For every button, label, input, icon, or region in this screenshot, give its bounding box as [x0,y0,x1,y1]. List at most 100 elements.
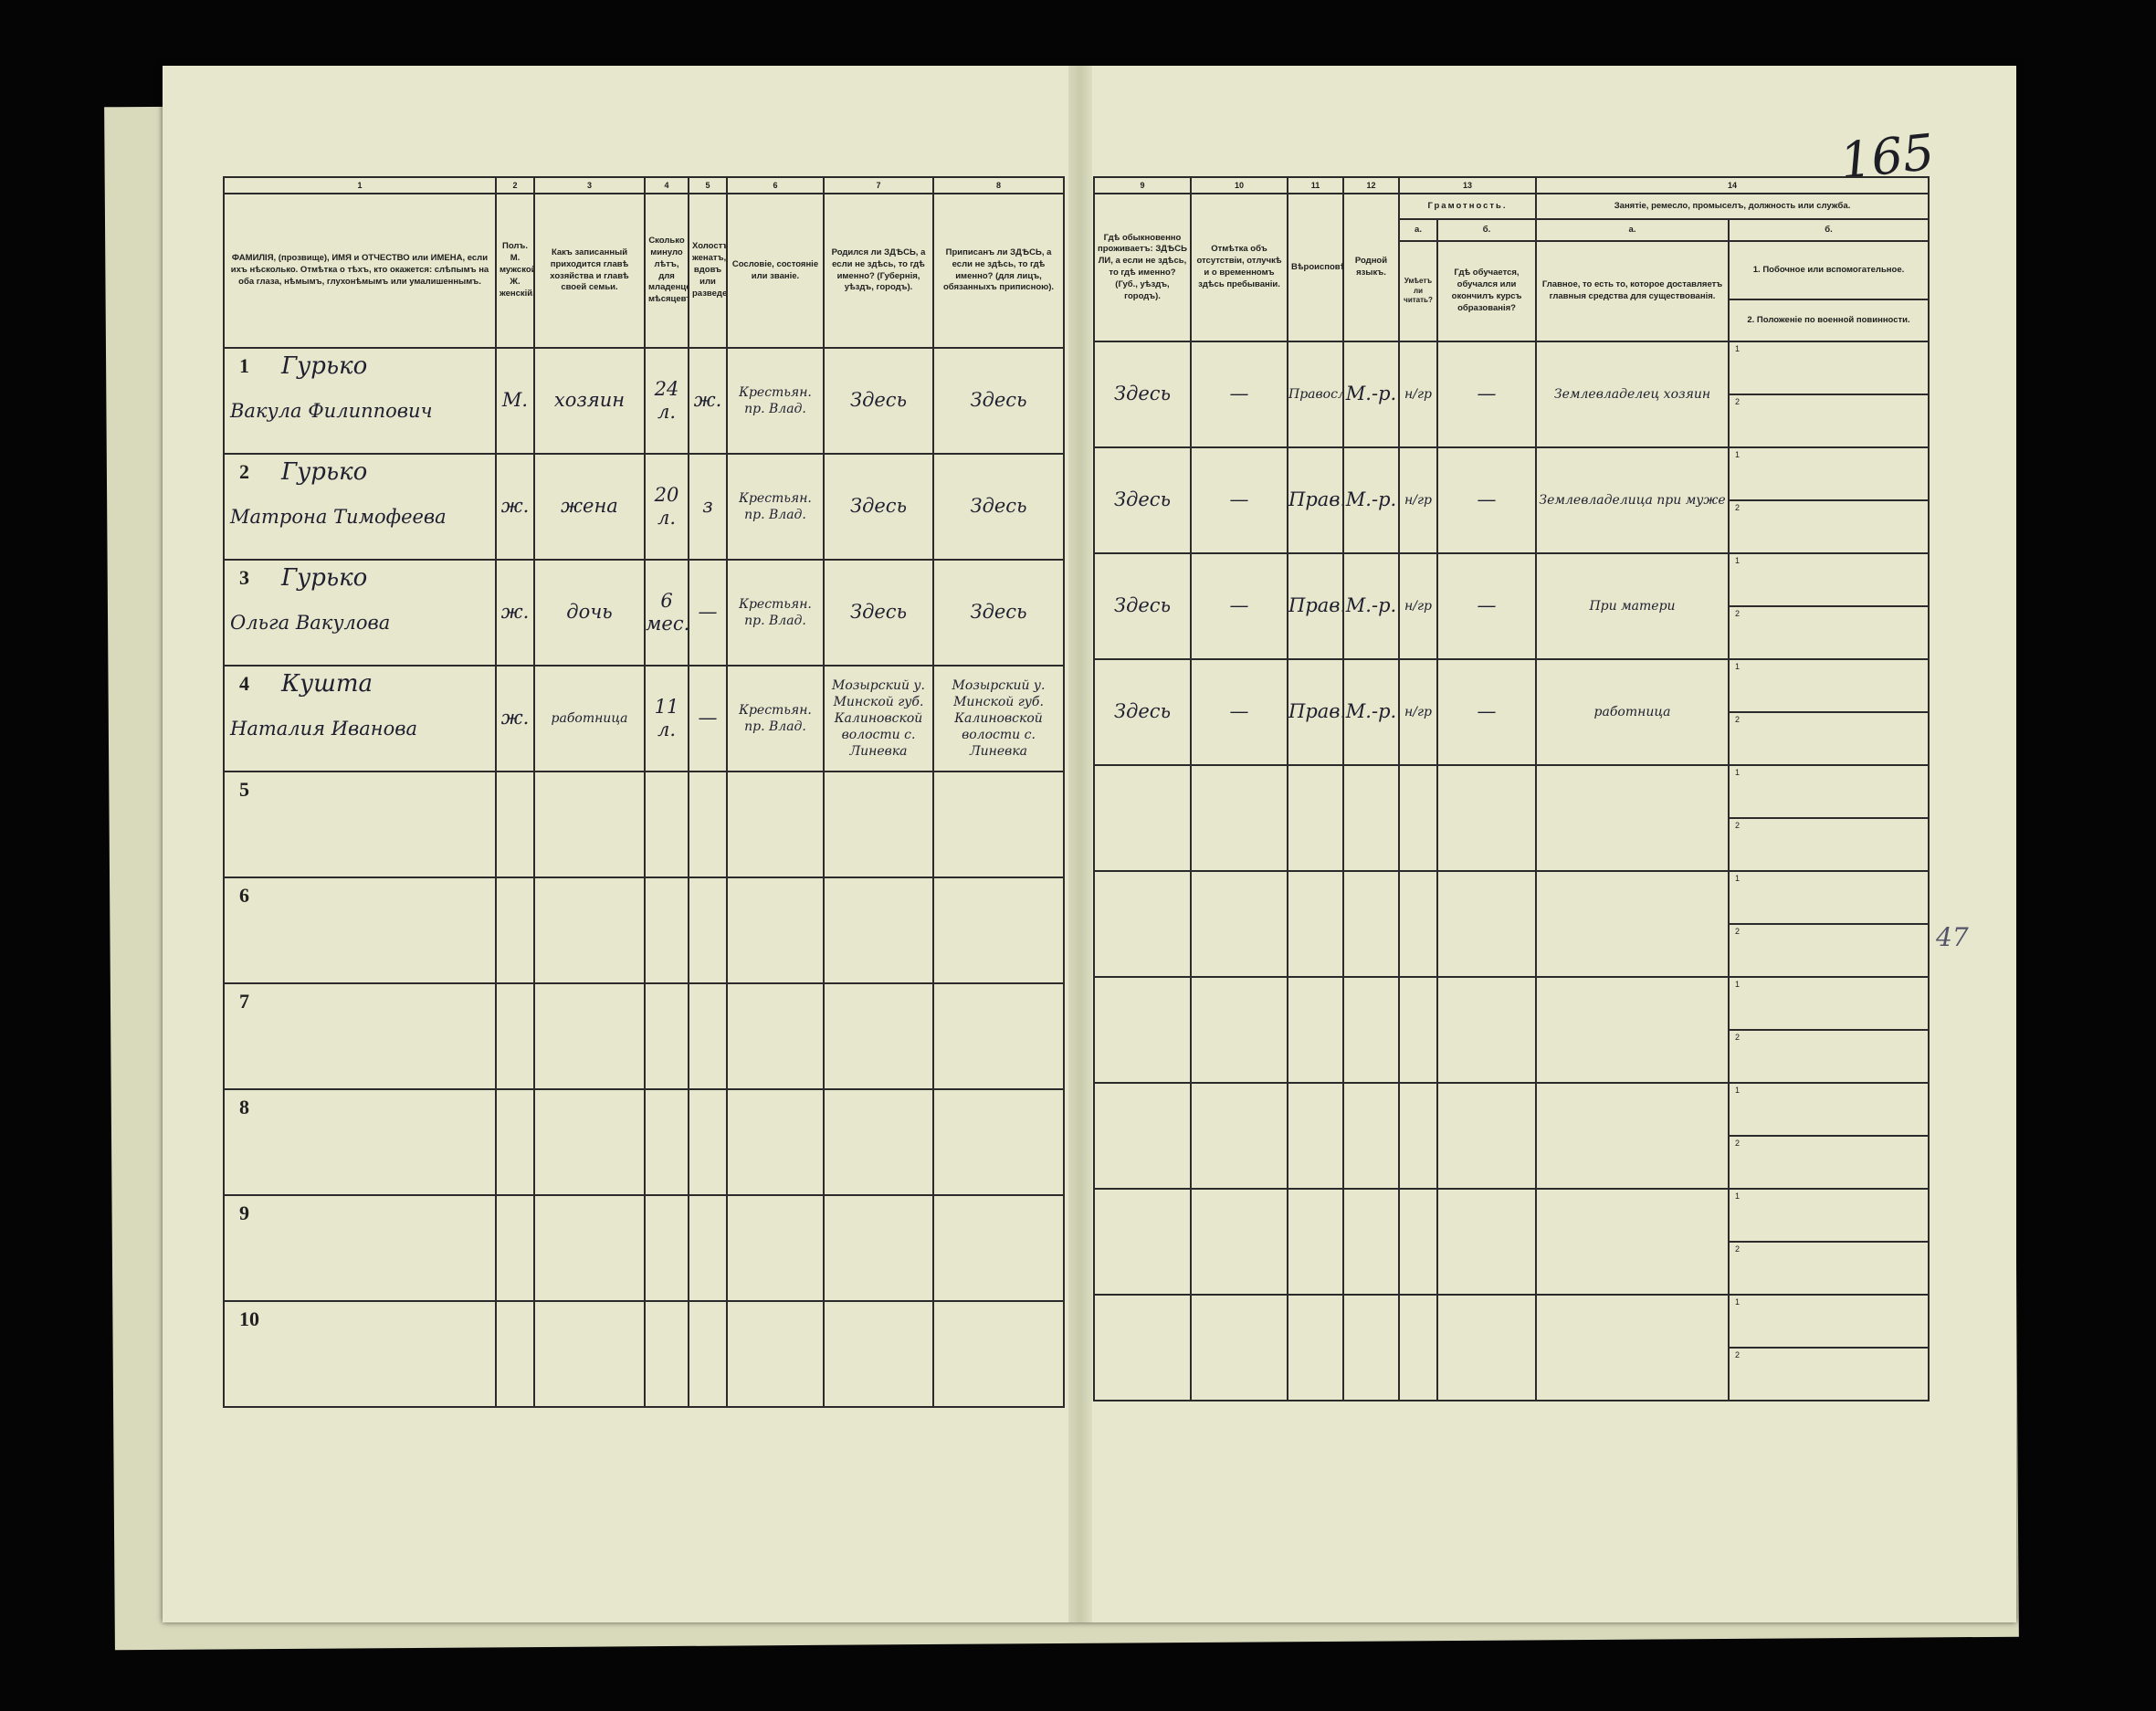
registered-place-cell [932,982,1065,1090]
table-row: 5 [223,771,1065,878]
given-name: Вакула Филиппович [230,400,433,422]
margin-note: 47 [1936,922,1969,952]
birthplace-cell [823,1088,934,1196]
literacy-school-header: Гдѣ обучается, обучался или окончилъ кур… [1436,240,1538,342]
absence-note-cell: — [1190,446,1288,554]
schooling-cell [1436,1082,1538,1190]
birthplace: Здесь [849,495,907,518]
column-header: Сословіе, состояніе или званіе. [726,193,825,349]
relation: работница [551,711,628,726]
sub-row: 2 [1730,713,1927,763]
estate-cell [726,876,825,984]
religion: Прав. [1288,700,1343,723]
column-header: Отмѣтка объ отсутствіи, отлучкѣ и о врем… [1190,193,1288,342]
age-cell: 20 л. [644,453,689,561]
registered-place: Здесь [970,495,1027,518]
schooling: — [1477,594,1497,617]
residence: Здесь [1113,594,1171,617]
marital-status-cell [688,876,728,984]
literacy-cell [1398,1188,1438,1296]
table-row: 9 [223,1194,1065,1302]
sex: ж. [500,707,530,730]
column-header: Полъ. М. мужской, Ж. женскій. [495,193,535,349]
schooling: — [1477,383,1497,405]
main-occupation-cell [1535,764,1730,872]
birthplace-cell [823,771,934,878]
sub-row-label: 2 [1735,503,1741,512]
marital-status: — [698,601,718,624]
column-number: 14 [1535,176,1930,194]
sub-row: 2 [1730,395,1927,446]
residence-cell: Здесь [1093,446,1192,554]
main-occupation: При матери [1589,599,1676,614]
marital-status-cell [688,1300,728,1408]
column-number: 4 [644,176,689,194]
main-occupation: работница [1593,705,1671,719]
religion-cell [1287,870,1344,978]
relation-cell [533,771,646,878]
main-occupation-cell [1535,1188,1730,1296]
column-header: Какъ записанный приходится главѣ хозяйст… [533,193,646,349]
estate-cell: Крестьян. пр. Влад. [726,347,825,455]
native-language-cell [1342,1294,1400,1401]
sex-cell [495,771,535,878]
sub-row: 2 [1730,925,1927,975]
estate-cell: Крестьян. пр. Влад. [726,453,825,561]
table-row: 4 Кушта Наталия Иванова ж. работница 11 л. — Кр… [223,665,1065,772]
main-occupation-cell [1535,976,1730,1084]
row-number: 9 [239,1202,249,1224]
name-cell: 9 [223,1194,497,1302]
schooling-cell [1436,870,1538,978]
sub-row: 2 [1730,1243,1927,1293]
residence-cell [1093,1188,1192,1296]
estate-cell [726,771,825,878]
age-cell [644,1194,689,1302]
sex-cell: М. [495,347,535,455]
registered-place-cell [932,1300,1065,1408]
absence-note-cell [1190,870,1288,978]
relation-cell [533,1088,646,1196]
main-occupation-cell [1535,1294,1730,1401]
given-name: Ольга Вакулова [230,612,391,634]
sub-row: 1 [1730,1085,1928,1137]
sex-cell: ж. [495,453,535,561]
sub-row: 1 [1730,767,1928,819]
column-number: 1 [223,176,497,194]
sub-row: 2 [1730,501,1927,551]
literacy-cell [1398,1294,1438,1401]
literacy-sub-b: б. [1436,218,1538,242]
religion-cell [1287,1294,1344,1401]
absence-note: — [1229,594,1249,617]
census-table-right: 9 10 11 12 13 14 Гдѣ обыкновенно проживаетъ: З… [1093,176,1930,1401]
absence-note: — [1229,488,1249,511]
sub-row-label: 2 [1735,1244,1741,1254]
surname: Гурько [281,352,368,380]
schooling-cell: — [1436,341,1538,448]
registered-place-cell: Здесь [932,559,1065,667]
marital-status: ж. [693,389,722,412]
table-row: 10 [223,1300,1065,1408]
name-cell: 5 [223,771,497,878]
column-number: 10 [1190,176,1288,194]
marital-status-cell [688,771,728,878]
estate-cell: Крестьян. пр. Влад. [726,559,825,667]
sex-cell [495,1088,535,1196]
surname: Гурько [281,564,368,592]
sub-row: 1 [1730,979,1928,1031]
sub-row-label: 1 [1735,556,1741,565]
native-language: М.-р. [1345,700,1397,723]
absence-note-cell [1190,1294,1288,1401]
literacy-cell: н/гр [1398,446,1438,554]
sub-row-label: 2 [1735,397,1741,406]
birthplace: Мозырский у. Минской губ. Калиновской во… [831,678,926,759]
literacy-cell: н/гр [1398,552,1438,660]
relation-cell [533,982,646,1090]
table-row: 3 Гурько Ольга Вакулова ж. дочь 6 мес. — Кресть… [223,559,1065,667]
religion-cell [1287,1188,1344,1296]
sub-row-label: 2 [1735,1139,1741,1148]
schooling-cell [1436,764,1538,872]
absence-note-cell: — [1190,552,1288,660]
surname: Кушта [281,670,373,698]
